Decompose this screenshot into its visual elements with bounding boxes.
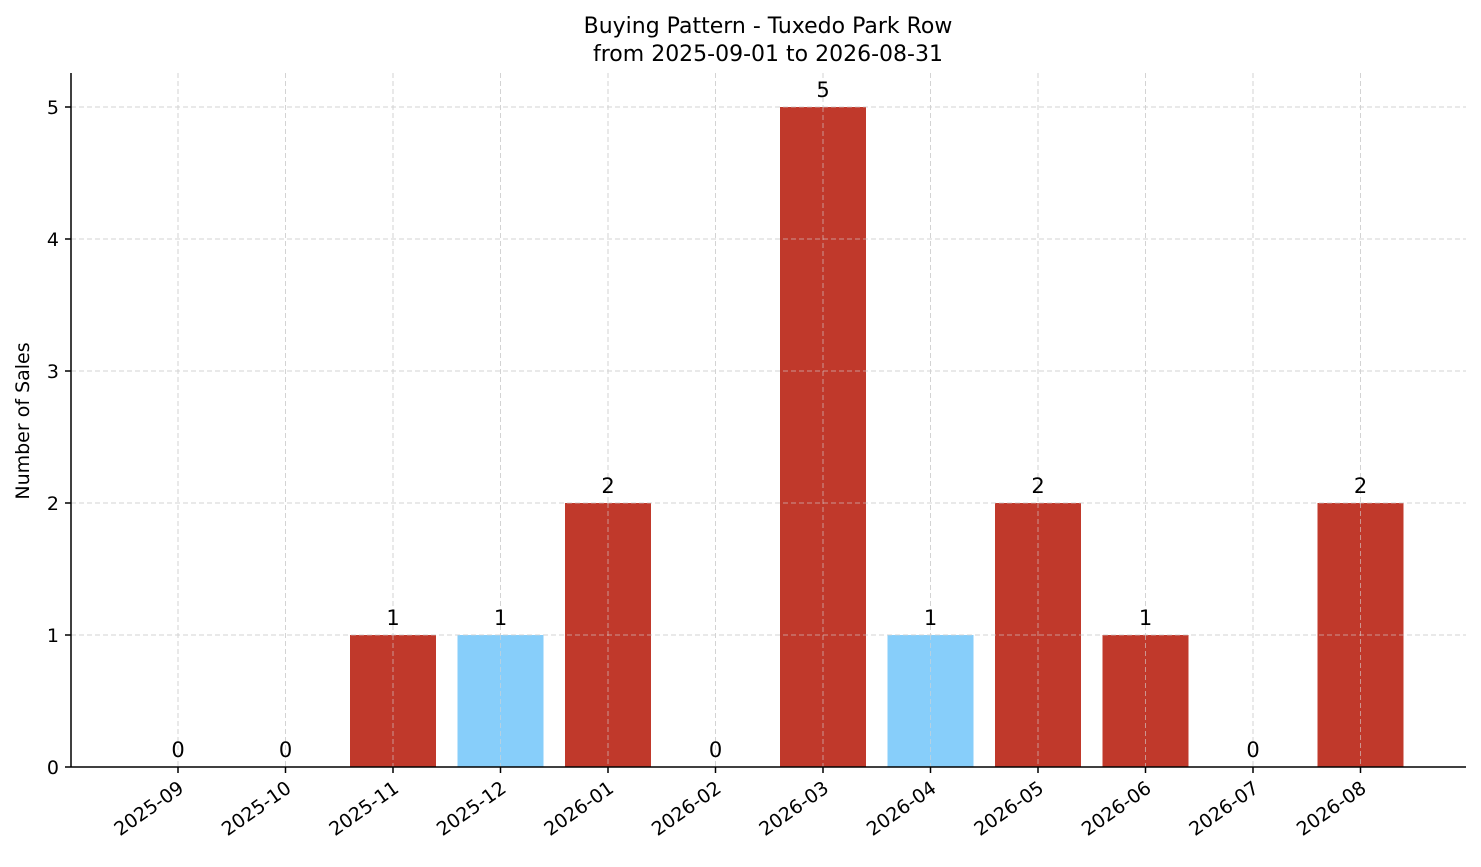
data-label: 5 (816, 78, 829, 102)
data-label: 0 (709, 738, 722, 762)
x-tick-label: 2025-12 (433, 777, 511, 841)
x-tick-label: 2026-01 (540, 777, 618, 841)
y-axis-label: Number of Sales (12, 342, 34, 499)
grid (71, 73, 1466, 767)
axes (70, 73, 1466, 768)
y-tick-label: 5 (47, 97, 59, 119)
data-labels: 0 0 1 1 2 0 5 1 2 1 0 2 (171, 78, 1367, 762)
data-label: 2 (601, 474, 614, 498)
data-label: 0 (279, 738, 292, 762)
chart-subtitle: from 2025-09-01 to 2026-08-31 (593, 42, 943, 67)
data-label: 0 (1246, 738, 1259, 762)
y-tick-label: 0 (47, 757, 59, 779)
x-tick-label: 2026-02 (648, 777, 726, 841)
x-tick-label: 2026-06 (1078, 777, 1156, 841)
x-tick-label: 2026-07 (1185, 777, 1263, 841)
x-tick-label: 2026-05 (970, 777, 1048, 841)
data-label: 1 (494, 606, 507, 630)
bars (71, 106, 1466, 767)
data-label: 1 (924, 606, 937, 630)
x-tick-label: 2026-08 (1293, 777, 1371, 841)
data-label: 1 (386, 606, 399, 630)
data-label: 2 (1354, 474, 1367, 498)
data-label: 1 (1139, 606, 1152, 630)
x-tick-label: 2025-09 (110, 777, 188, 841)
y-tick-label: 1 (47, 625, 59, 647)
x-tick-label: 2025-10 (218, 777, 296, 841)
x-tick-label: 2026-04 (863, 777, 941, 841)
y-tick-label: 2 (47, 493, 59, 515)
y-tick-label: 3 (47, 361, 59, 383)
x-ticks: 2025-09 2025-10 2025-11 2025-12 2026-01 2026-… (110, 767, 1370, 841)
data-label: 0 (171, 738, 184, 762)
x-tick-label: 2025-11 (325, 777, 403, 841)
x-tick-label: 2026-03 (755, 777, 833, 841)
y-ticks: 0 1 2 3 4 5 (47, 97, 71, 779)
data-label: 2 (1031, 474, 1044, 498)
y-tick-label: 4 (47, 229, 59, 251)
chart-title: Buying Pattern - Tuxedo Park Row (584, 14, 953, 39)
